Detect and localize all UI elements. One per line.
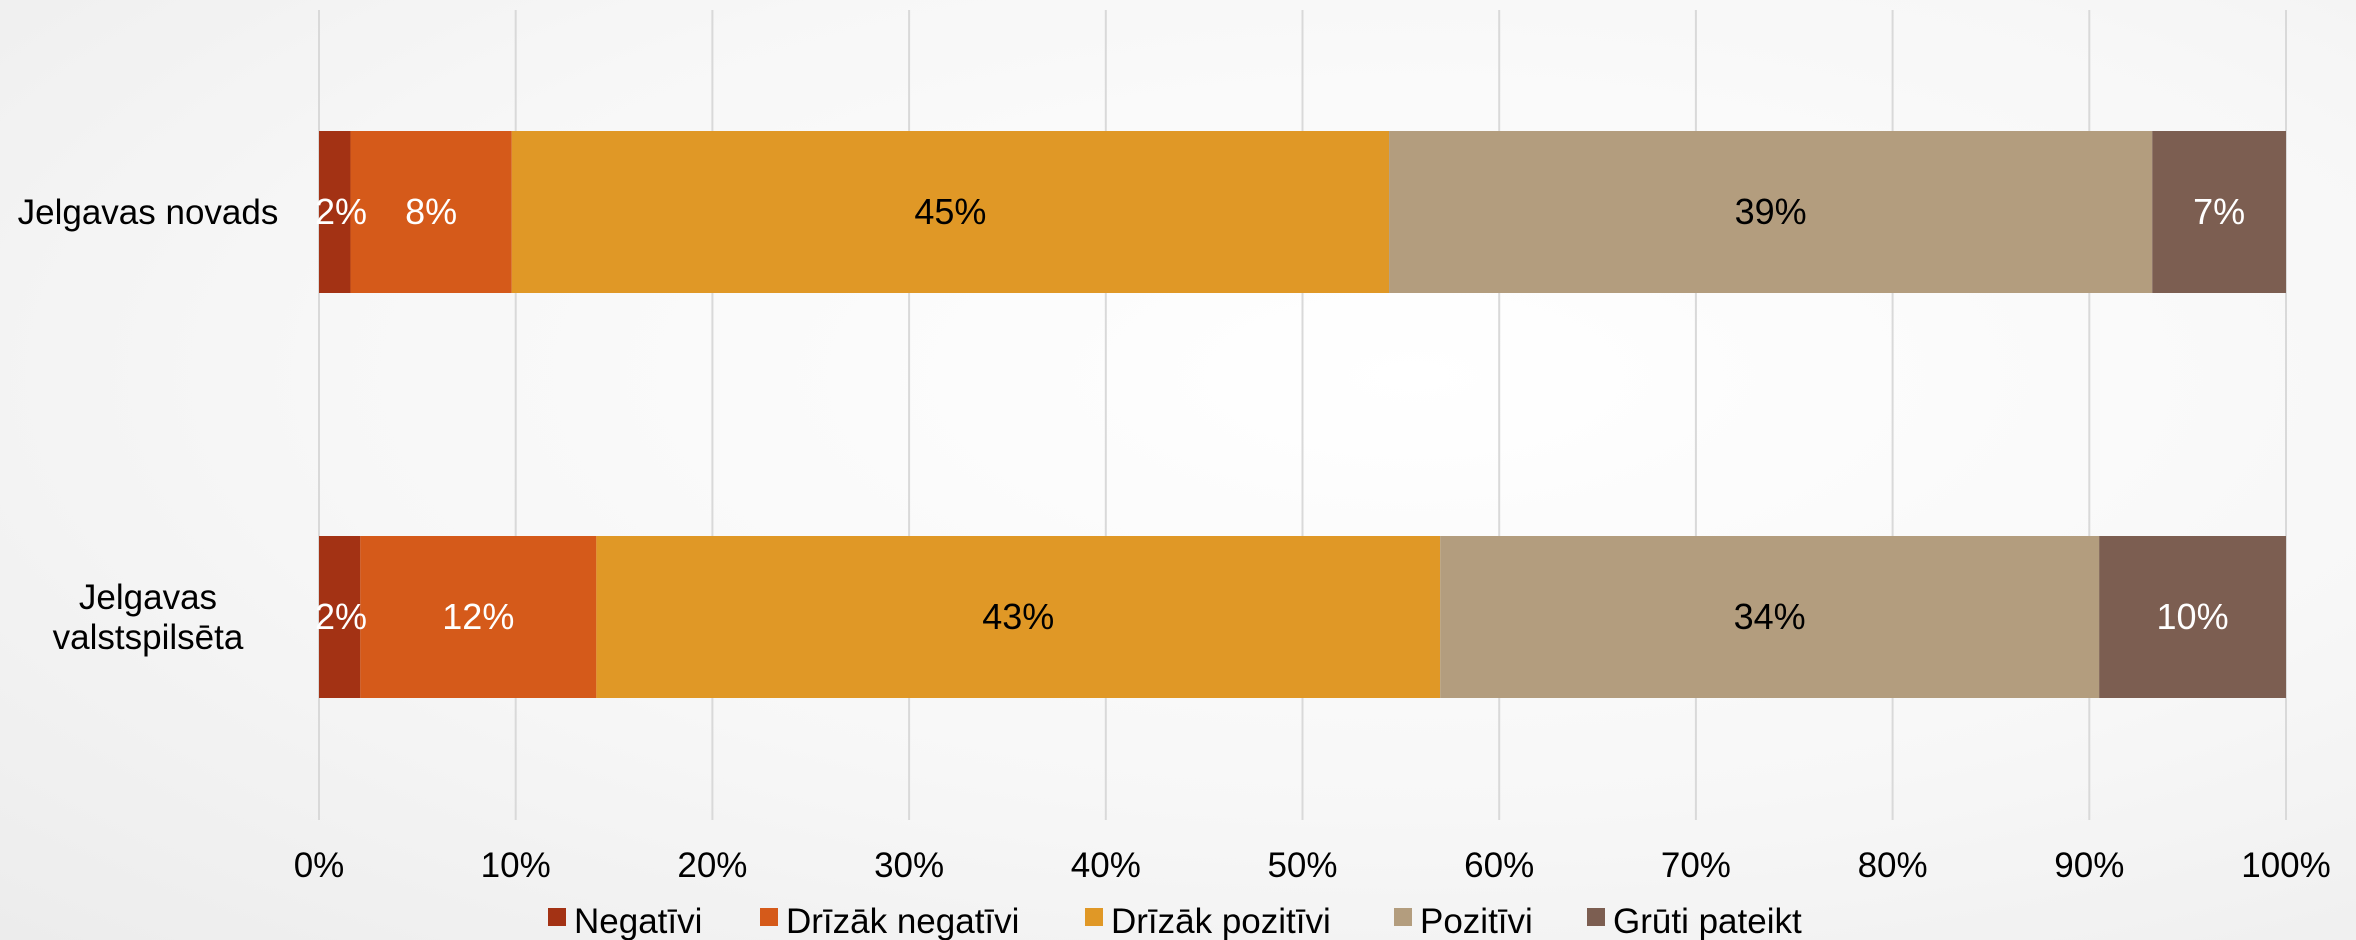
bar-segment: [319, 131, 351, 293]
legend: Negatīvi Drīzāk negatīvi Drīzāk pozitīvi Po…: [548, 902, 1802, 940]
bar-segment: [511, 131, 1390, 293]
x-tick-label: 90%: [2054, 846, 2124, 885]
x-tick-label: 70%: [1661, 846, 1731, 885]
legend-swatch: [548, 908, 566, 926]
x-tick-label: 10%: [481, 846, 551, 885]
category-label: Jelgavas: [79, 578, 217, 617]
legend-label: Negatīvi: [574, 902, 702, 940]
x-tick-label: 20%: [677, 846, 747, 885]
bar-segment: [319, 536, 361, 698]
legend-swatch: [1587, 908, 1605, 926]
data-label: 39%: [1735, 191, 1807, 232]
x-tick-label: 60%: [1464, 846, 1534, 885]
legend-label: Grūti pateikt: [1613, 902, 1802, 940]
legend-label: Drīzāk pozitīvi: [1111, 902, 1331, 940]
data-label: 2%: [315, 596, 367, 637]
data-label: 10%: [2157, 596, 2229, 637]
data-label: 12%: [442, 596, 514, 637]
bar-segment: [1440, 536, 2100, 698]
legend-label: Drīzāk negatīvi: [786, 902, 1019, 940]
legend-label: Pozitīvi: [1420, 902, 1533, 940]
bars: 2% 8% 45% 39% 7% 2% 12% 43% 34% 10%: [315, 131, 2286, 698]
bar-segment: [596, 536, 1441, 698]
legend-swatch: [1394, 908, 1412, 926]
bar-segment: [2152, 131, 2286, 293]
x-tick-label: 50%: [1267, 846, 1337, 885]
bar-segment: [350, 131, 512, 293]
legend-swatch: [760, 908, 778, 926]
bar-segment: [1389, 131, 2153, 293]
bar-segment: [360, 536, 597, 698]
data-label: 8%: [405, 191, 457, 232]
x-tick-label: 40%: [1071, 846, 1141, 885]
category-label: valstspilsēta: [53, 618, 244, 657]
data-label: 2%: [315, 191, 367, 232]
data-label: 43%: [982, 596, 1054, 637]
x-tick-label: 100%: [2241, 846, 2331, 885]
data-label: 34%: [1734, 596, 1806, 637]
data-label: 7%: [2193, 191, 2245, 232]
x-axis-tick-labels: 0% 10% 20% 30% 40% 50% 60% 70% 80% 90% 100%: [294, 846, 2331, 885]
bar-segment: [2099, 536, 2286, 698]
x-tick-label: 80%: [1858, 846, 1928, 885]
x-tick-label: 0%: [294, 846, 345, 885]
category-label: Jelgavas novads: [18, 193, 279, 232]
x-tick-label: 30%: [874, 846, 944, 885]
legend-swatch: [1085, 908, 1103, 926]
data-label: 45%: [914, 191, 986, 232]
